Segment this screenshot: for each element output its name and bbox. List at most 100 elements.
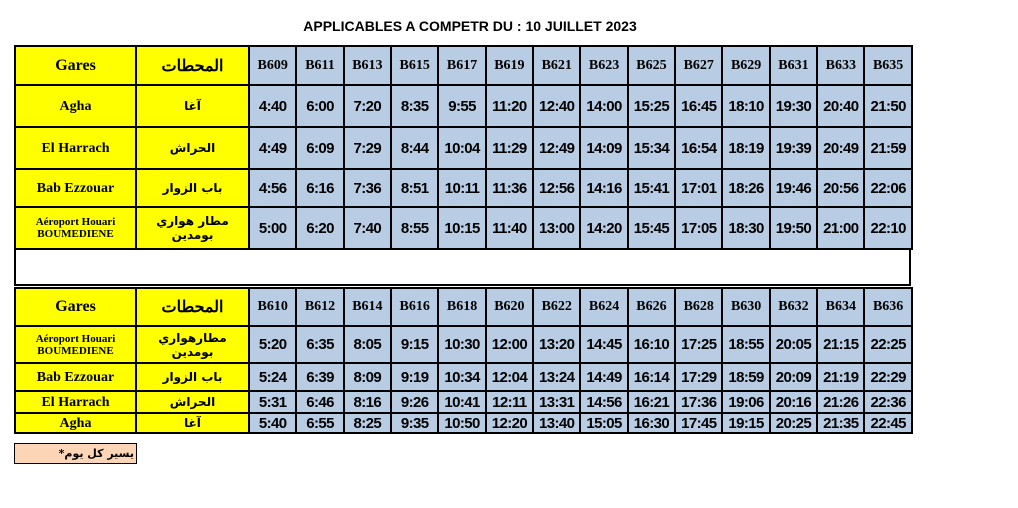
train-code: B620 (484, 287, 535, 327)
train-code: B635 (863, 45, 913, 86)
timetable: Gares المحطات B610 B612 B614 B616 B618 B620 B622… (14, 287, 913, 434)
departure-time: 9:15 (390, 325, 440, 364)
departure-time: 6:00 (295, 84, 345, 128)
departure-time: 21:00 (816, 206, 866, 250)
departure-time: 14:09 (579, 126, 629, 170)
departure-time: 13:20 (532, 325, 582, 364)
station-name-arabic: باب الزوار (135, 168, 250, 208)
station-name-arabic: مطارهواري بومدين (135, 325, 250, 364)
station-name-arabic: آغا (135, 84, 250, 128)
train-code: B621 (532, 45, 582, 86)
train-code: B622 (532, 287, 582, 327)
station-name: Agha (14, 84, 137, 128)
departure-time: 6:16 (295, 168, 345, 208)
departure-time: 20:49 (816, 126, 866, 170)
departure-time: 18:55 (721, 325, 771, 364)
departure-time: 9:19 (390, 362, 440, 392)
station-name-arabic: الحراش (135, 126, 250, 170)
departure-time: 8:25 (342, 412, 393, 434)
train-code: B631 (768, 45, 819, 86)
train-code: B633 (816, 45, 866, 86)
departure-time: 17:05 (674, 206, 724, 250)
station-row: Aéroport Houari BOUMEDIENE مطار هواري بوم… (14, 206, 913, 250)
station-row: Agha آغا 4:40 6:00 7:20 8:35 9:55 11:20 12:40 14:… (14, 84, 913, 128)
station-name: Bab Ezzouar (14, 362, 137, 392)
station-name: El Harrach (14, 390, 137, 414)
departure-time: 4:49 (247, 126, 298, 170)
departure-time: 12:40 (532, 84, 582, 128)
station-name-arabic: مطار هواري بومدين (135, 206, 250, 250)
train-code: B614 (342, 287, 393, 327)
departure-time: 7:20 (342, 84, 393, 128)
departure-time: 20:09 (768, 362, 819, 392)
departure-time: 16:30 (626, 412, 677, 434)
departure-time: 6:39 (295, 362, 345, 392)
departure-time: 16:10 (626, 325, 677, 364)
departure-time: 15:45 (626, 206, 677, 250)
station-row: Agha آغا 5:40 6:55 8:25 9:35 10:50 12:20 13:40 15… (14, 412, 913, 434)
departure-time: 8:35 (390, 84, 440, 128)
departure-time: 13:24 (532, 362, 582, 392)
departure-time: 5:00 (247, 206, 298, 250)
departure-time: 8:55 (390, 206, 440, 250)
train-code: B632 (768, 287, 819, 327)
departure-time: 19:30 (768, 84, 819, 128)
station-row: El Harrach الحراش 5:31 6:46 8:16 9:26 10:41 12:… (14, 390, 913, 414)
train-code: B610 (247, 287, 298, 327)
station-name: Bab Ezzouar (14, 168, 137, 208)
station-name: Gares (14, 45, 137, 86)
departure-time: 13:00 (532, 206, 582, 250)
departure-time: 17:01 (674, 168, 724, 208)
departure-time: 10:34 (437, 362, 487, 392)
departure-time: 22:25 (863, 325, 913, 364)
departure-time: 8:44 (390, 126, 440, 170)
departure-time: 14:56 (579, 390, 629, 414)
departure-time: 20:16 (768, 390, 819, 414)
train-code: B630 (721, 287, 771, 327)
departure-time: 6:35 (295, 325, 345, 364)
station-row: Bab Ezzouar باب الزوار 5:24 6:39 8:09 9:19 10:… (14, 362, 913, 392)
train-code: B615 (390, 45, 440, 86)
departure-time: 6:55 (295, 412, 345, 434)
departure-time: 21:19 (816, 362, 866, 392)
departure-time: 10:11 (437, 168, 487, 208)
departure-time: 8:51 (390, 168, 440, 208)
departure-time: 22:45 (863, 412, 913, 434)
departure-time: 12:00 (484, 325, 535, 364)
departure-time: 12:20 (484, 412, 535, 434)
departure-time: 21:26 (816, 390, 866, 414)
station-name-arabic: آغا (135, 412, 250, 434)
station-name-arabic: المحطات (135, 287, 250, 327)
departure-time: 6:09 (295, 126, 345, 170)
departure-time: 18:19 (721, 126, 771, 170)
departure-time: 16:21 (626, 390, 677, 414)
departure-time: 19:46 (768, 168, 819, 208)
departure-time: 13:31 (532, 390, 582, 414)
departure-time: 15:05 (579, 412, 629, 434)
departure-time: 5:20 (247, 325, 298, 364)
departure-time: 10:15 (437, 206, 487, 250)
train-code: B619 (484, 45, 535, 86)
departure-time: 16:14 (626, 362, 677, 392)
departure-time: 8:16 (342, 390, 393, 414)
departure-time: 10:50 (437, 412, 487, 434)
departure-time: 12:56 (532, 168, 582, 208)
departure-time: 8:09 (342, 362, 393, 392)
train-code: B625 (626, 45, 677, 86)
departure-time: 7:29 (342, 126, 393, 170)
departure-time: 11:20 (484, 84, 535, 128)
station-name-arabic: الحراش (135, 390, 250, 414)
departure-time: 18:10 (721, 84, 771, 128)
departure-time: 12:04 (484, 362, 535, 392)
departure-time: 18:30 (721, 206, 771, 250)
train-code: B627 (674, 45, 724, 86)
station-row: El Harrach الحراش 4:49 6:09 7:29 8:44 10:04 11:… (14, 126, 913, 170)
station-name: Aéroport Houari BOUMEDIENE (14, 206, 137, 250)
departure-time: 5:31 (247, 390, 298, 414)
departure-time: 15:41 (626, 168, 677, 208)
departure-time: 17:29 (674, 362, 724, 392)
departure-time: 11:36 (484, 168, 535, 208)
departure-time: 17:45 (674, 412, 724, 434)
departure-time: 4:56 (247, 168, 298, 208)
